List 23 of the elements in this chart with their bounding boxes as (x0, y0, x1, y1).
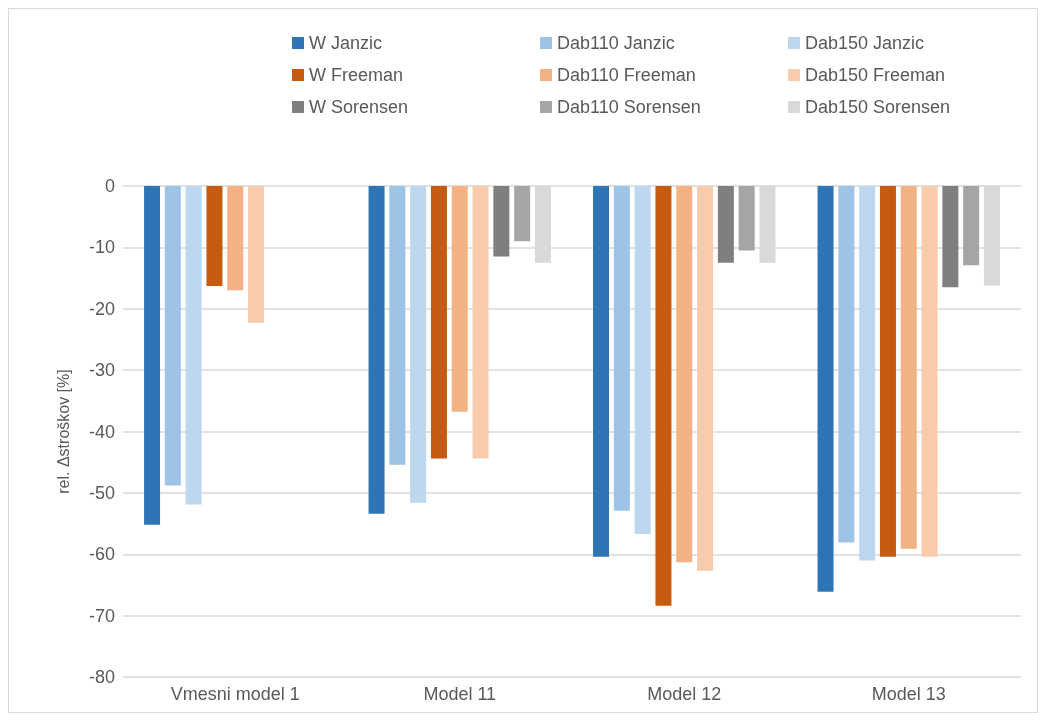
y-axis-title: rel. Δstroškov [%] (54, 369, 72, 494)
legend-label: Dab150 Sorensen (805, 97, 951, 117)
x-tick-label: Model 11 (423, 684, 497, 704)
y-tick-label: -70 (88, 605, 115, 626)
legend-label: Dab150 Janzic (805, 33, 925, 53)
x-tick-label: Vmesni model 1 (170, 684, 300, 704)
legend-label: Dab110 Sorensen (557, 97, 701, 117)
y-tick-label: -40 (88, 421, 115, 442)
legend-label: Dab110 Janzic (557, 33, 675, 53)
x-tick-label: Model 13 (871, 684, 946, 704)
legend-label: W Janzic (309, 33, 383, 53)
y-tick-label: 0 (104, 176, 115, 196)
legend-label: Dab150 Freeman (805, 65, 946, 85)
y-tick-label: -10 (88, 237, 115, 258)
y-tick-label: -80 (88, 667, 115, 687)
legend-label: Dab110 Freeman (557, 65, 696, 85)
legend-label: W Freeman (309, 65, 404, 85)
legend-label: W Sorensen (309, 97, 409, 117)
y-tick-label: -20 (88, 298, 115, 319)
x-tick-label: Model 12 (647, 684, 722, 704)
y-tick-label: -30 (88, 360, 115, 381)
y-tick-label: -50 (88, 482, 115, 503)
y-tick-label: -60 (88, 544, 115, 565)
